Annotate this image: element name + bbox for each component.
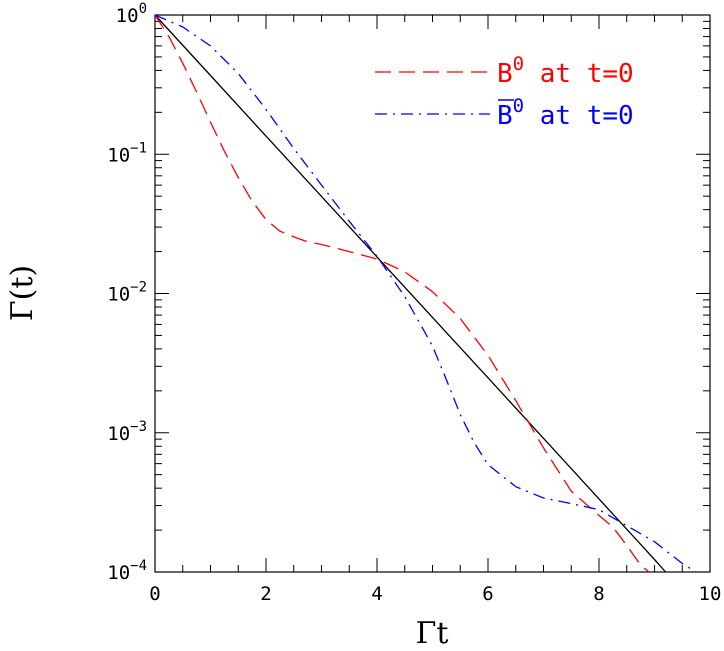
- y-axis-title: Γ(t): [5, 265, 40, 321]
- y-tick-label: 10−4: [107, 558, 147, 584]
- tick-labels: 0 2 4 6 8 10 100 10−1 10−2 10−3 10−4: [107, 1, 721, 605]
- y-tick-label: 10−3: [107, 419, 147, 445]
- legend-label: B0 at t=0: [497, 95, 634, 131]
- series-line-1: [154, 14, 667, 573]
- x-tick-label: 0: [149, 583, 160, 605]
- series-group: [154, 14, 697, 573]
- x-tick-label: 4: [371, 583, 382, 605]
- x-tick-label: 8: [593, 583, 604, 605]
- x-tick-label: 10: [699, 583, 722, 605]
- plot-frame: [154, 14, 711, 573]
- x-axis-title: Γt: [416, 616, 449, 651]
- series-line-3: [154, 14, 697, 573]
- series-line-2: [154, 14, 650, 573]
- y-tick-label: 100: [116, 1, 147, 27]
- y-tick-label: 10−2: [107, 280, 147, 306]
- legend-label: B0 at t=0: [497, 53, 634, 89]
- y-tick-label: 10−1: [107, 140, 147, 166]
- x-tick-label: 2: [260, 583, 271, 605]
- legend: B0 at t=0 B0 at t=0: [375, 53, 634, 131]
- x-tick-label: 6: [482, 583, 493, 605]
- tick-marks: [154, 14, 711, 573]
